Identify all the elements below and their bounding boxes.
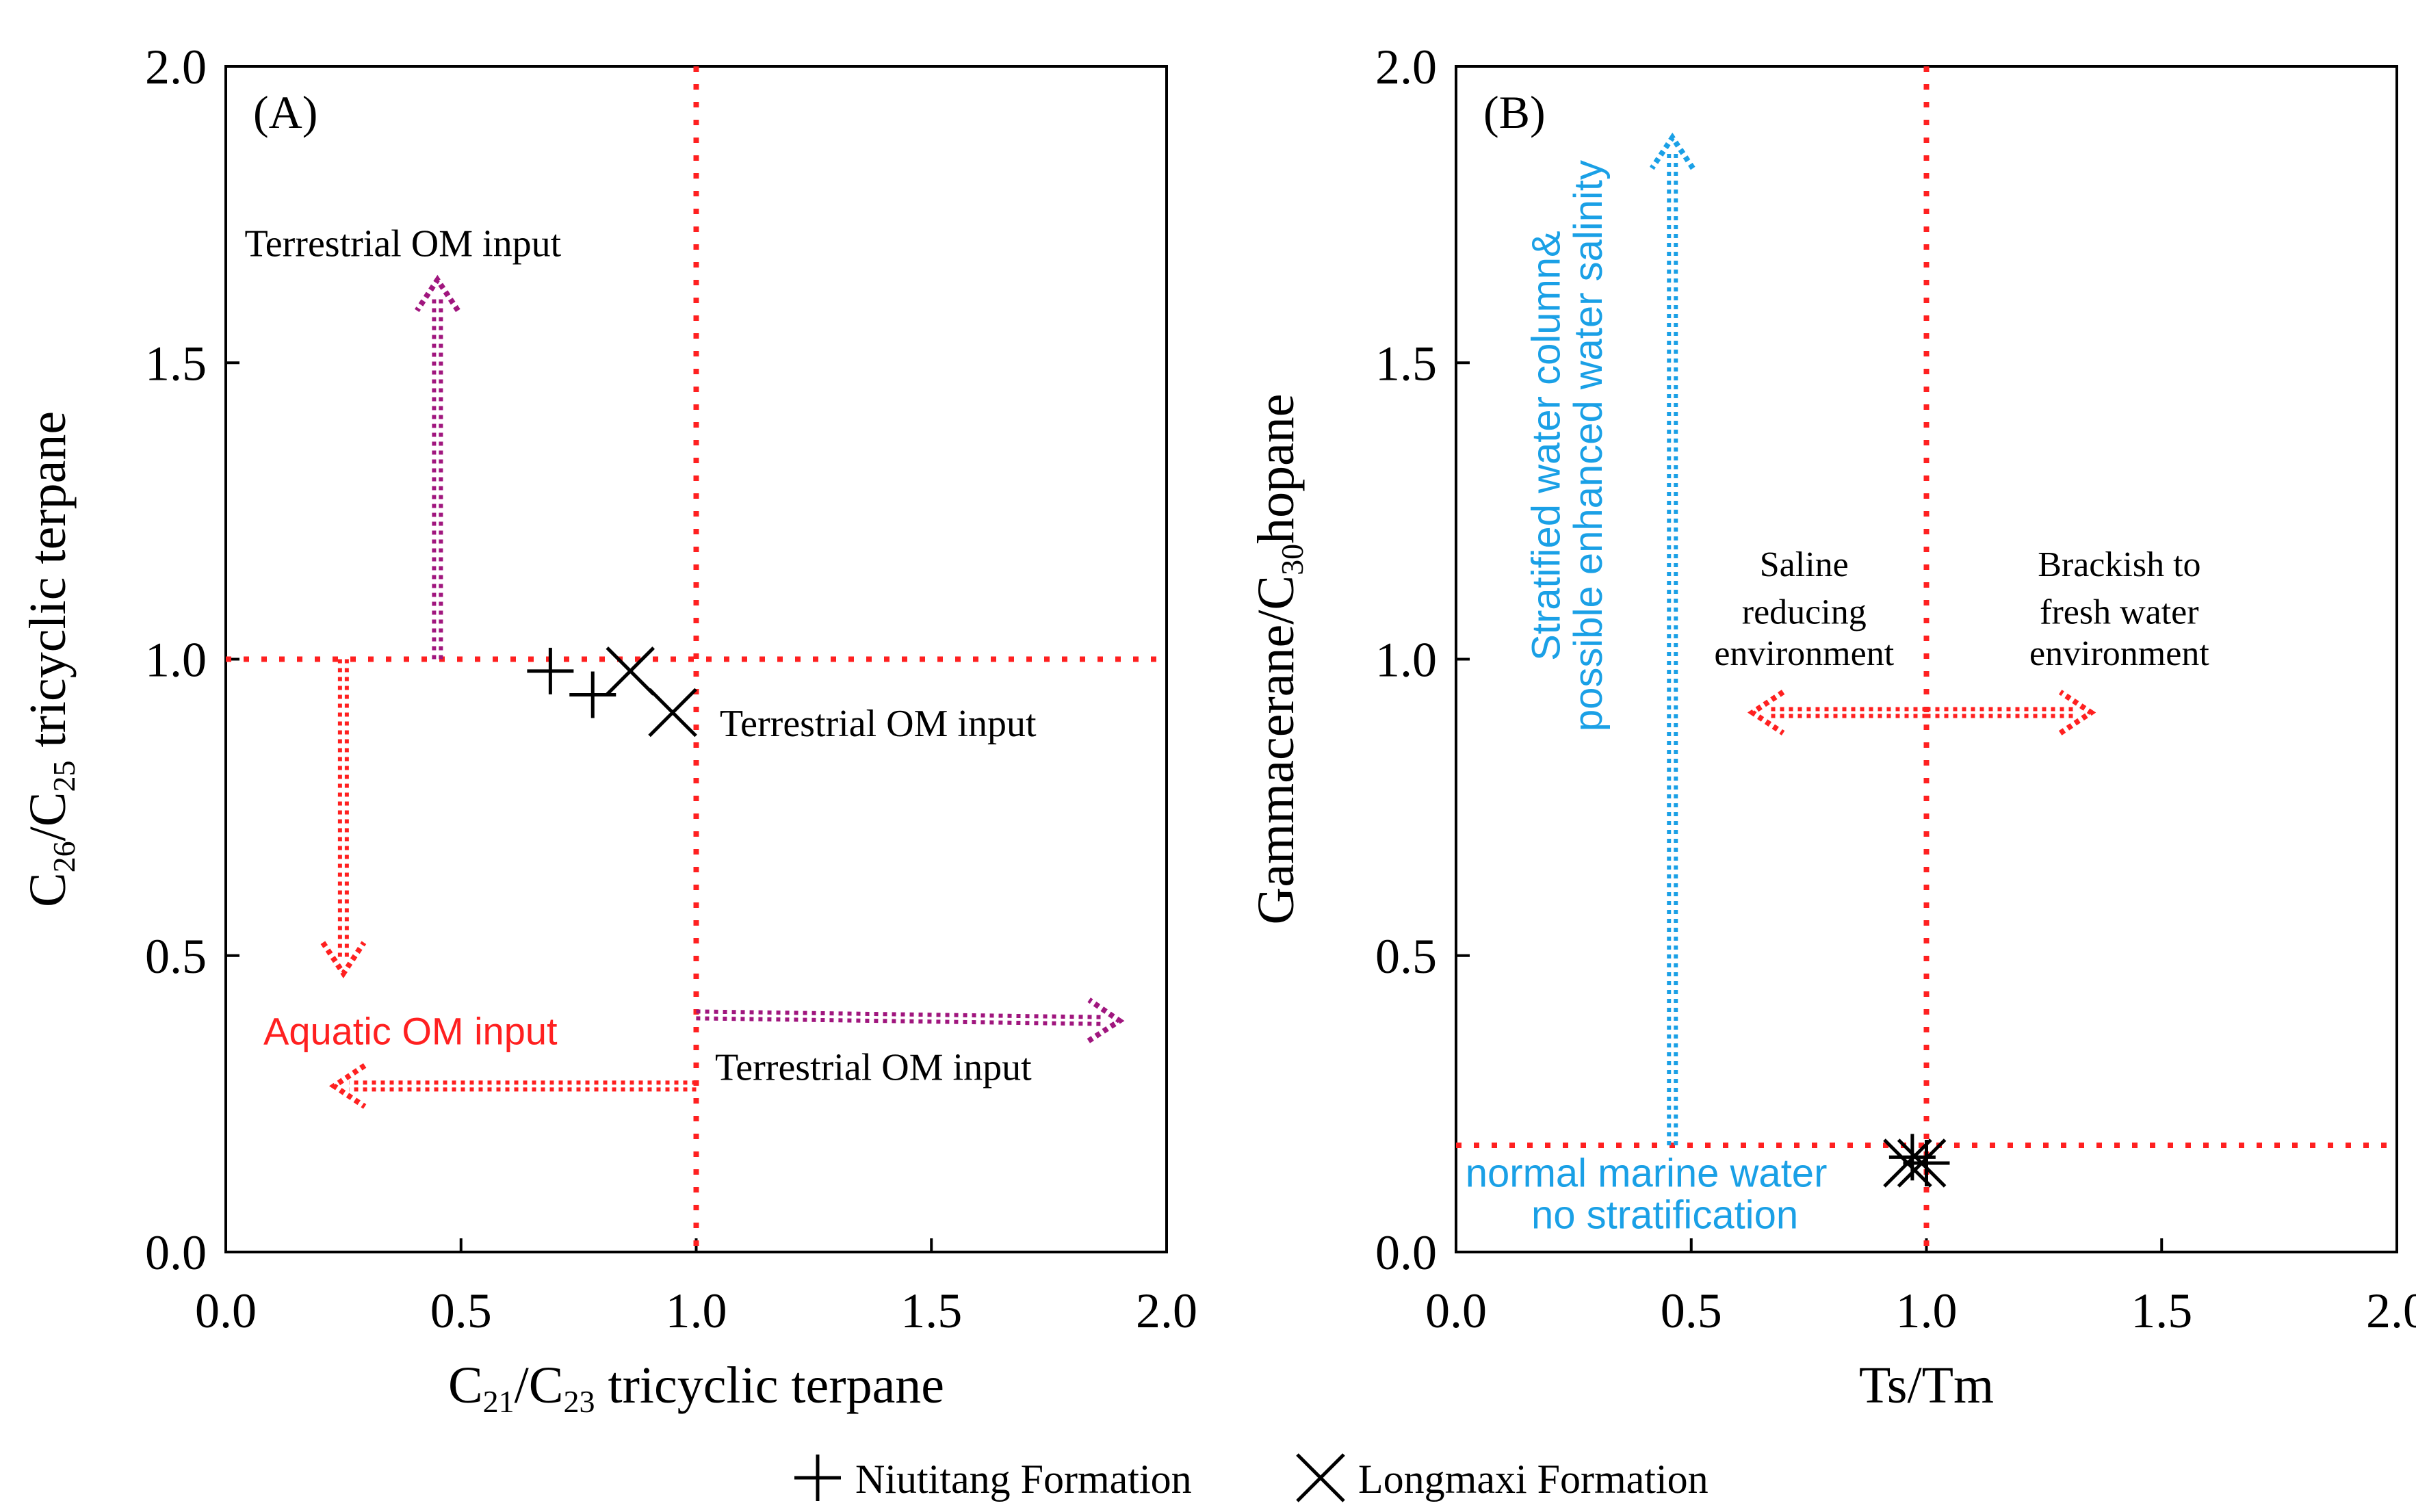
axis-title-subscript: 26 <box>47 841 81 872</box>
arrow-2-head <box>328 1063 367 1109</box>
annotation-text: Saline <box>1760 545 1849 584</box>
arrow-3-shaft-1 <box>696 1016 1105 1026</box>
arrow-3-head <box>1087 998 1125 1043</box>
arrow-0 <box>415 274 460 660</box>
data-point-x-1-1-d2 <box>1897 1138 1947 1188</box>
arrow-1 <box>320 659 367 978</box>
y-tick-label: 2.0 <box>145 40 207 94</box>
arrow-3-shaft-0 <box>696 1009 1105 1019</box>
panel-label: (A) <box>253 86 317 138</box>
y-tick-label: 2.0 <box>1375 40 1437 94</box>
axis-title-part: C <box>19 872 77 907</box>
data-point-x-1-1-d2 <box>648 688 697 738</box>
annotation-text: Terrestrial OM input <box>720 703 1037 745</box>
arrow-1-head <box>320 941 367 978</box>
axis-title-part: Gammacerane/C <box>1247 575 1305 925</box>
axis-title-part: tricyclic terpane <box>19 411 77 761</box>
x-tick-label: 0.5 <box>430 1283 492 1338</box>
annotation-text: Stratified water column& <box>1524 231 1568 661</box>
annotation-text: environment <box>2029 634 2209 673</box>
arrow-2 <box>328 1063 697 1109</box>
x-tick-label: 0.0 <box>1425 1283 1487 1338</box>
axis-title-subscript: 21 <box>483 1384 515 1419</box>
legend-label: Longmaxi Formation <box>1358 1457 1709 1502</box>
axis-title-part: hopane <box>1247 393 1305 543</box>
arrow-2 <box>1926 690 2096 735</box>
x-tick-label: 0.5 <box>1661 1283 1722 1338</box>
arrow-0 <box>1649 132 1696 1146</box>
x-tick-label: 1.0 <box>666 1283 727 1338</box>
axis-title-part: tricyclic terpane <box>595 1357 944 1414</box>
arrow-1-head <box>1747 690 1785 735</box>
legend: Niutitang Formation Longmaxi Formation <box>794 1453 1709 1502</box>
x-tick-label: 2.0 <box>2366 1283 2416 1338</box>
x-tick-label: 1.5 <box>2131 1283 2192 1338</box>
y-tick-label: 1.0 <box>1375 633 1437 688</box>
axis-title-part: /C <box>515 1357 564 1414</box>
y-tick-label: 0.5 <box>145 929 207 984</box>
x-tick-label: 0.0 <box>195 1283 257 1338</box>
x-tick-label: 2.0 <box>1136 1283 1197 1338</box>
y-tick-label: 0.0 <box>1375 1225 1437 1280</box>
annotation-text: no stratification <box>1531 1192 1798 1237</box>
arrow-0-head <box>415 274 460 313</box>
panel-a: 0.0 0.5 1.0 1.5 2.00.00.51.01.52.0(A)C21/C23… <box>19 40 1197 1419</box>
y-tick-label: 0.0 <box>145 1225 207 1280</box>
y-axis-title: C26/C25 tricyclic terpane <box>19 411 81 907</box>
annotation-text: possible enhanced water salinity <box>1566 160 1611 731</box>
x-axis-title: Ts/Tm <box>1859 1357 1994 1414</box>
panel-label: (B) <box>1483 86 1546 138</box>
arrow-0-head <box>1649 132 1696 170</box>
axis-title-subscript: 25 <box>47 761 81 792</box>
annotation-text: Terrestrial OM input <box>715 1047 1032 1089</box>
annotation-text: Brackish to <box>2038 545 2200 584</box>
panel-b: 0.0 0.5 1.0 1.5 2.0 0.0 0.5 1.0 1.5 2.0 (B) Ts/Tm Ga… <box>1247 40 2416 1414</box>
axis-title-subscript: 23 <box>563 1384 595 1419</box>
axis-title-part: /C <box>19 792 77 842</box>
legend-label: Niutitang Formation <box>855 1457 1192 1502</box>
data-point-x-1-0-d2 <box>606 647 655 696</box>
y-tick-label: 0.5 <box>1375 929 1437 984</box>
annotation-text: Aquatic OM input <box>263 1010 558 1053</box>
x-tick-label: 1.0 <box>1896 1283 1958 1338</box>
axis-title-part: C <box>448 1357 483 1414</box>
annotation-text: environment <box>1714 634 1894 673</box>
axis-title-subscript: 30 <box>1275 544 1310 575</box>
legend-marker-x-d2 <box>1296 1453 1345 1502</box>
data-point-x-1-0-d2 <box>1883 1138 1932 1188</box>
arrow-3 <box>696 998 1125 1043</box>
arrow-1 <box>1747 690 1927 735</box>
axis-title-part: Ts/Tm <box>1859 1357 1994 1414</box>
x-axis-title: C21/C23 tricyclic terpane <box>448 1357 944 1419</box>
arrow-2-head <box>2058 690 2096 735</box>
annotation-text: Terrestrial OM input <box>245 222 562 265</box>
y-axis-title: Gammacerane/C30hopane <box>1247 393 1310 924</box>
x-tick-label: 1.5 <box>900 1283 962 1338</box>
y-tick-label: 1.5 <box>145 336 207 391</box>
annotation-text: reducing <box>1742 593 1867 632</box>
y-tick-label: 1.0 <box>145 633 207 688</box>
annotation-text: normal marine water <box>1466 1151 1828 1196</box>
y-tick-label: 1.5 <box>1375 336 1437 391</box>
annotation-text: fresh water <box>2040 593 2198 632</box>
